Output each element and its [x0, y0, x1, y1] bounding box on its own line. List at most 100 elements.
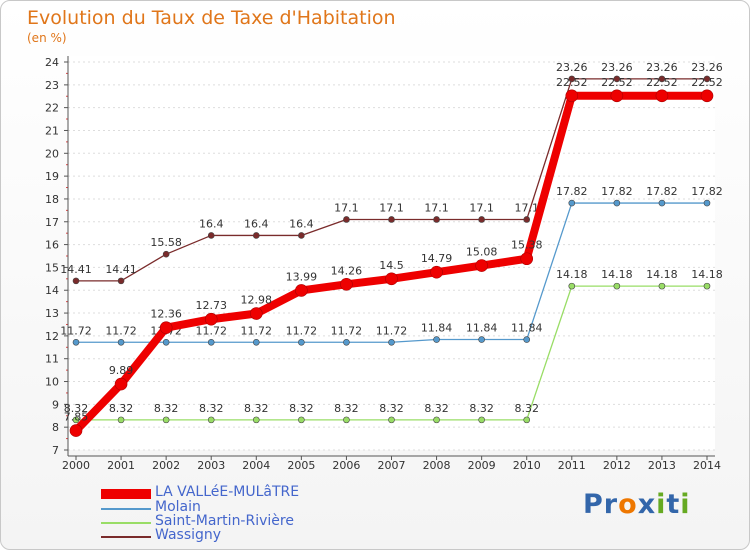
data-point [388, 416, 395, 424]
data-label: 14.18 [601, 268, 633, 281]
proxiti-logo: Proxiti [583, 489, 691, 520]
data-label: 12.36 [150, 308, 182, 321]
data-point [249, 307, 263, 320]
x-tick-label: 2011 [558, 459, 586, 472]
data-label: 23.26 [601, 61, 633, 74]
x-tick-label: 2010 [513, 459, 541, 472]
data-label: 22.52 [556, 76, 588, 89]
data-label: 14.26 [331, 264, 363, 277]
data-point [475, 259, 488, 272]
data-point [252, 232, 260, 239]
data-point [703, 282, 711, 290]
data-point [298, 232, 305, 239]
data-point [117, 338, 125, 346]
data-label: 12.98 [241, 294, 273, 307]
data-point [523, 216, 531, 223]
y-tick-label: 23 [45, 79, 59, 92]
data-label: 11.84 [466, 322, 498, 335]
x-tick-label: 2009 [468, 459, 496, 472]
data-point [610, 89, 624, 103]
x-tick-label: 2013 [648, 459, 676, 472]
y-tick-label: 10 [45, 376, 59, 389]
data-point [478, 416, 485, 424]
data-label: 17.82 [556, 185, 588, 198]
y-tick-label: 7 [52, 444, 59, 457]
data-label: 8.32 [289, 402, 314, 415]
data-point [613, 75, 621, 83]
logo-letter: x [637, 489, 657, 520]
x-tick-label: 2005 [287, 459, 315, 472]
y-tick-label: 15 [45, 261, 59, 274]
legend-label: Molain [155, 499, 201, 515]
data-label: 8.32 [379, 402, 404, 415]
data-point [72, 338, 80, 346]
data-label: 11.72 [105, 324, 137, 337]
legend-swatch [101, 489, 151, 499]
data-label: 22.52 [646, 76, 678, 89]
data-point [433, 216, 440, 223]
data-label: 14.18 [691, 268, 723, 281]
x-tick-label: 2012 [603, 459, 631, 472]
data-point [700, 89, 714, 103]
data-point [298, 416, 305, 424]
data-label: 7.85 [64, 411, 89, 424]
x-tick-label: 2008 [423, 459, 451, 472]
data-label: 8.32 [334, 402, 359, 415]
data-point [658, 75, 666, 83]
data-label: 22.52 [691, 76, 723, 89]
data-point [343, 416, 350, 424]
legend-swatch [101, 508, 151, 510]
data-label: 11.72 [286, 324, 318, 337]
logo-letter: r [603, 489, 619, 520]
data-point [207, 338, 215, 346]
legend-swatch [101, 522, 151, 524]
logo-letter: i [656, 489, 667, 520]
data-point [520, 252, 534, 266]
data-point [388, 338, 395, 346]
chart-title: Evolution du Taux de Taxe d'Habitation [27, 7, 396, 29]
data-label: 14.18 [556, 268, 588, 281]
y-tick-label: 20 [45, 147, 59, 160]
data-label: 11.84 [421, 322, 453, 335]
data-point [162, 416, 170, 424]
data-point [207, 232, 215, 239]
data-point [69, 424, 83, 437]
data-label: 17.82 [691, 185, 723, 198]
data-label: 15.58 [150, 236, 182, 249]
data-point [252, 338, 260, 346]
data-label: 22.52 [601, 76, 633, 89]
data-point [655, 89, 669, 103]
data-point [162, 250, 170, 258]
data-point [295, 284, 308, 297]
data-label: 15.38 [511, 239, 543, 252]
data-label: 8.32 [199, 402, 224, 415]
x-tick-label: 2006 [332, 459, 360, 472]
data-point [703, 75, 711, 83]
x-tick-label: 2002 [152, 459, 180, 472]
data-point [433, 336, 440, 343]
data-label: 11.84 [511, 322, 543, 335]
data-label: 17.82 [646, 185, 678, 198]
data-label: 14.18 [646, 268, 678, 281]
x-tick-label: 2014 [693, 459, 721, 472]
data-point [207, 416, 215, 424]
data-label: 23.26 [691, 61, 723, 74]
data-label: 11.72 [60, 324, 92, 337]
data-label: 17.82 [601, 185, 633, 198]
data-point [568, 282, 576, 290]
data-point [298, 338, 305, 346]
logo-letter: o [618, 489, 638, 520]
data-point [478, 336, 485, 343]
data-point [658, 282, 666, 290]
data-label: 11.72 [376, 324, 408, 337]
data-label: 12.73 [195, 299, 227, 312]
y-tick-label: 22 [45, 102, 59, 115]
data-label: 9.89 [109, 364, 134, 377]
data-point [430, 265, 443, 279]
y-tick-label: 24 [45, 56, 59, 69]
data-label: 14.41 [60, 263, 92, 276]
y-tick-label: 17 [45, 216, 59, 229]
data-label: 14.79 [421, 252, 453, 265]
